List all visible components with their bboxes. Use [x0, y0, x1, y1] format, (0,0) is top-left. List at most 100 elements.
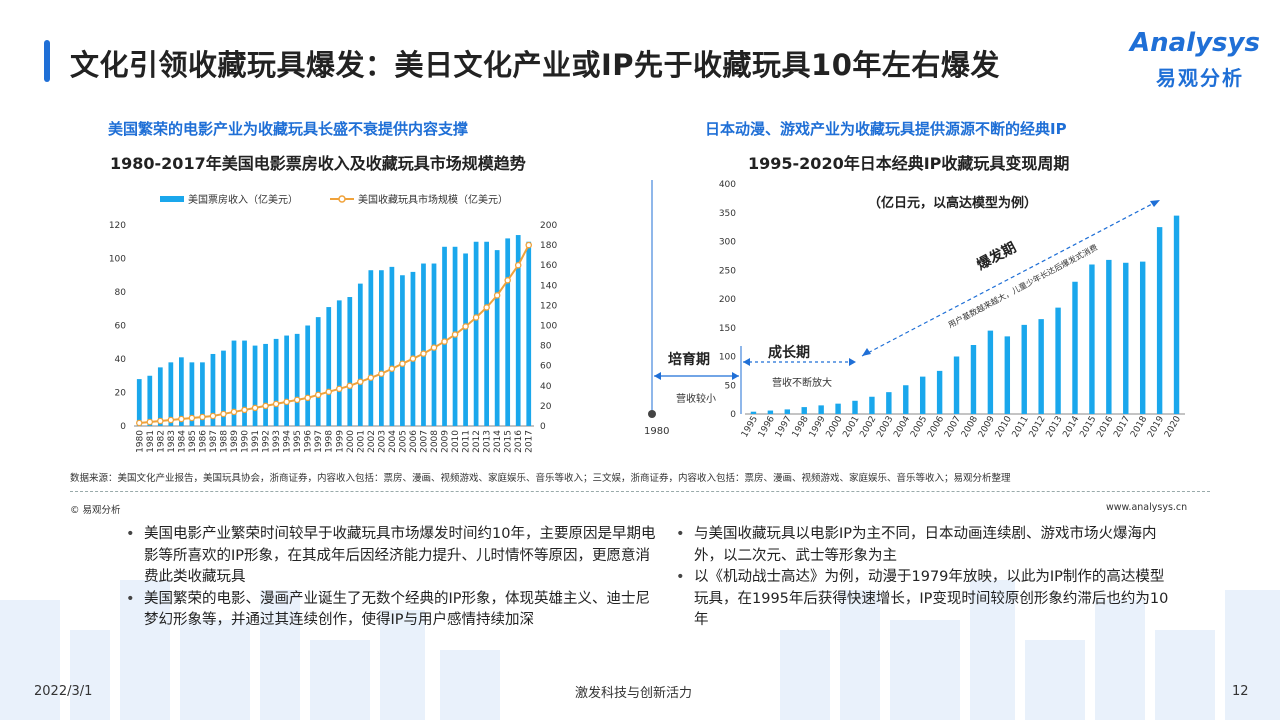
collectible-point	[136, 419, 143, 427]
ip-revenue-bar	[767, 410, 774, 414]
collectible-point	[514, 261, 522, 269]
left-y-tick: 20	[115, 389, 127, 399]
title-accent-bar	[44, 40, 50, 82]
boxoffice-bar	[326, 307, 332, 426]
left-x-tick: 2016	[514, 430, 524, 453]
legend-label-boxoffice: 美国票房收入（亿美元）	[188, 193, 298, 206]
collectible-point	[262, 402, 269, 410]
ip-revenue-bar	[784, 409, 791, 414]
right-x-tick: 1995	[740, 415, 760, 440]
ip-revenue-bar	[869, 396, 875, 414]
left-x-tick: 1980	[135, 430, 145, 453]
boxoffice-bar	[168, 362, 174, 426]
collectible-point	[178, 415, 185, 423]
ip-revenue-bar	[750, 411, 757, 414]
right-axis-tick: 200	[540, 221, 557, 231]
right-y-tick: 400	[719, 180, 736, 190]
left-x-tick: 2015	[504, 430, 514, 453]
ip-revenue-bar	[1072, 281, 1078, 414]
legend-swatch-boxoffice	[160, 196, 184, 202]
left-x-tick: 1981	[146, 430, 156, 453]
left-y-tick: 0	[120, 422, 126, 432]
left-x-tick: 2008	[430, 430, 440, 453]
right-y-tick: 250	[719, 266, 736, 276]
phase-label-boom: 爆发期	[974, 239, 1019, 274]
left-x-tick: 2005	[398, 430, 408, 453]
left-x-tick: 1987	[209, 430, 219, 453]
ip-revenue-bar	[987, 330, 994, 414]
right-bullet-list: 与美国收藏玩具以电影IP为主不同，日本动画连续剧、游戏市场火爆海内外，以二次元、…	[672, 524, 1172, 632]
collectible-point	[314, 391, 322, 399]
right-axis-tick: 120	[540, 301, 557, 311]
left-x-tick: 2007	[419, 430, 429, 453]
right-y-tick: 300	[719, 238, 736, 248]
left-x-tick: 2009	[441, 430, 451, 453]
website-link[interactable]: www.analysys.cn	[1106, 502, 1188, 513]
footer-slogan: 激发科技与创新活力	[575, 686, 693, 701]
boxoffice-bar	[179, 357, 184, 426]
boxoffice-bar	[305, 325, 311, 426]
left-bullet-list: 美国电影产业繁荣时间较早于收藏玩具市场爆发时间约10年，主要原因是早期电影等所喜…	[122, 524, 662, 632]
right-y-tick: 150	[719, 324, 736, 334]
ip-revenue-bar	[1089, 264, 1095, 414]
collectible-point	[199, 413, 206, 421]
left-x-tick: 2003	[377, 430, 387, 453]
collectible-point	[336, 385, 343, 393]
boxoffice-bar	[284, 335, 289, 426]
boxoffice-bar	[347, 297, 353, 426]
left-x-tick: 1990	[241, 430, 251, 453]
collectible-point	[241, 406, 248, 414]
collectible-point	[430, 344, 438, 351]
left-x-tick: 1985	[188, 430, 198, 453]
boxoffice-bar	[368, 270, 374, 426]
boxoffice-bar	[315, 317, 321, 426]
collectible-point	[346, 382, 354, 390]
copyright: © 易观分析	[70, 505, 121, 516]
collectible-point	[525, 241, 532, 249]
collectible-point	[483, 304, 490, 311]
collectible-point	[420, 350, 427, 357]
boxoffice-bar	[484, 241, 489, 426]
collectible-point	[188, 414, 196, 422]
collectible-point	[472, 314, 480, 321]
boxoffice-bar	[494, 250, 500, 426]
ip-revenue-bar	[886, 392, 892, 414]
boxoffice-bar	[147, 375, 153, 426]
collectible-point	[209, 412, 217, 420]
boxoffice-bar	[210, 353, 216, 426]
boxoffice-bar	[221, 350, 226, 426]
right-y-tick: 200	[719, 295, 736, 305]
right-axis-tick: 80	[540, 342, 552, 352]
right-y-tick: 350	[719, 209, 736, 219]
ip-revenue-bar	[953, 356, 960, 414]
boxoffice-bar	[473, 241, 479, 426]
ip-revenue-bar	[970, 345, 977, 414]
left-x-tick: 2004	[388, 430, 398, 453]
right-subtitle-blue: 日本动漫、游戏产业为收藏玩具提供源源不断的经典IP	[705, 120, 1067, 138]
right-chart-title: 1995-2020年日本经典IP收藏玩具变现周期	[748, 154, 1070, 173]
right-x-tick: 2011	[1011, 415, 1031, 440]
start-year-label: 1980	[644, 426, 669, 437]
right-axis-tick: 100	[540, 322, 557, 332]
city-skyline-background	[0, 580, 1280, 720]
ip-revenue-bar	[1038, 319, 1044, 414]
left-bullet-1: 美国电影产业繁荣时间较早于收藏玩具市场爆发时间约10年，主要原因是早期电影等所喜…	[122, 524, 662, 589]
right-x-tick: 2005	[909, 415, 929, 440]
ip-revenue-bar	[1123, 262, 1129, 414]
start-year-dot	[648, 410, 656, 418]
boxoffice-bar	[463, 253, 468, 426]
boxoffice-bar	[157, 367, 163, 426]
boxoffice-bar	[336, 300, 342, 426]
boxoffice-bar	[515, 235, 521, 426]
left-x-tick: 1994	[283, 430, 293, 453]
collectible-point	[272, 400, 280, 408]
collectible-point	[251, 404, 259, 412]
right-x-tick: 2002	[858, 415, 878, 440]
legend-marker-collectible	[338, 195, 346, 203]
boxoffice-bar	[252, 345, 258, 426]
collectible-point	[283, 398, 290, 406]
page-title: 文化引领收藏玩具爆发：美日文化产业或IP先于收藏玩具10年左右爆发	[70, 48, 1000, 82]
right-axis-tick: 140	[540, 281, 557, 291]
ip-revenue-bar	[1156, 227, 1163, 414]
left-x-tick: 1991	[251, 430, 261, 453]
